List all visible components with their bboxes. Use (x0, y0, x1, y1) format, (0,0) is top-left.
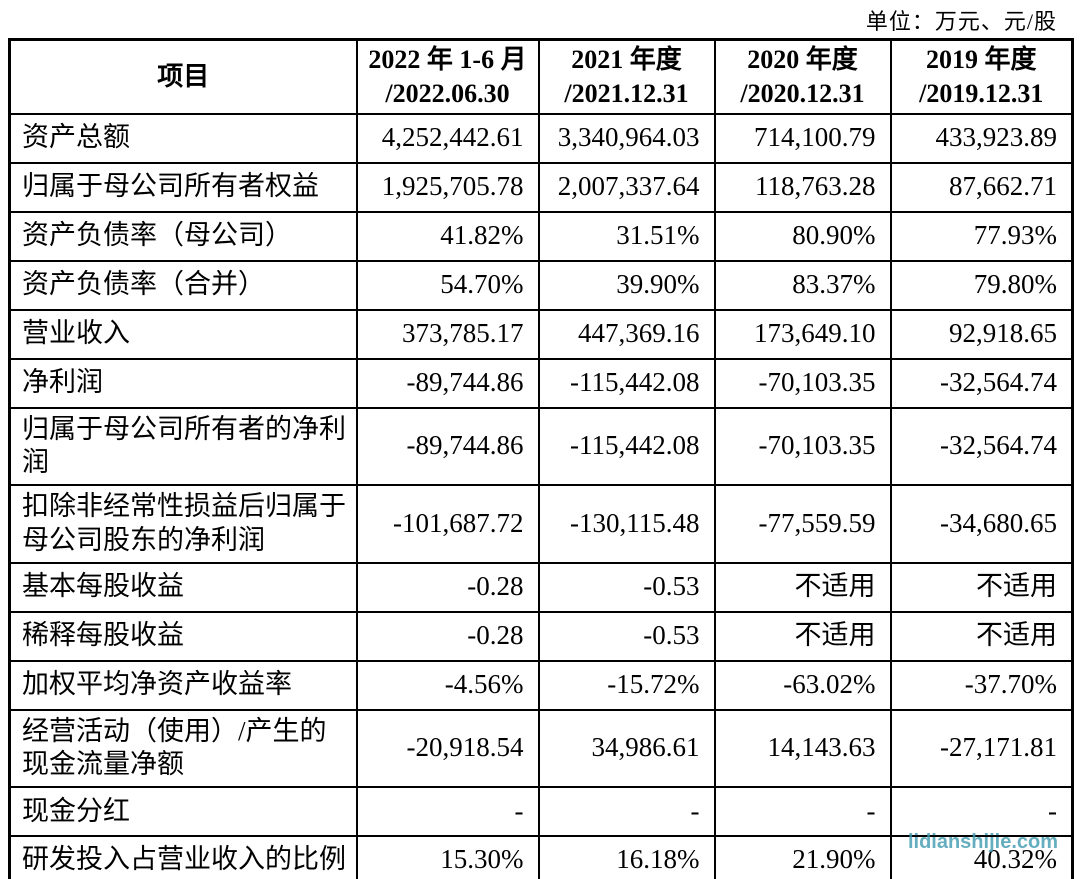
row-label: 营业收入 (8, 308, 358, 360)
table-row: 基本每股收益 -0.28 -0.53 不适用 不适用 (8, 561, 1074, 613)
cell-value: 3,340,964.03 (537, 112, 716, 164)
row-label: 现金分红 (8, 786, 358, 838)
unit-label: 单位：万元、元/股 (865, 9, 1057, 34)
row-label: 净利润 (8, 357, 358, 409)
cell-value: 92,918.65 (889, 308, 1074, 360)
cell-value: - (713, 786, 892, 838)
cell-value: - (355, 786, 540, 838)
cell-value: 433,923.89 (889, 112, 1074, 164)
row-label: 扣除非经常性损益后归属于母公司股东的净利润 (8, 484, 358, 564)
row-label: 经营活动（使用）/产生的现金流量净额 (8, 708, 358, 789)
cell-value: 714,100.79 (713, 112, 892, 164)
row-label: 基本每股收益 (8, 561, 358, 613)
cell-value: -0.28 (355, 610, 540, 662)
cell-value: -115,442.08 (537, 406, 716, 487)
cell-value: -0.28 (355, 561, 540, 613)
table-row: 归属于母公司所有者的净利润 -89,744.86 -115,442.08 -70,10… (8, 406, 1074, 487)
table-row: 扣除非经常性损益后归属于母公司股东的净利润 -101,687.72 -130,115… (8, 484, 1074, 564)
cell-value: -89,744.86 (355, 357, 540, 409)
cell-value: -115,442.08 (537, 357, 716, 409)
row-label: 资产总额 (8, 112, 358, 164)
cell-value: 118,763.28 (713, 161, 892, 213)
table-header-row: 项目 2022 年 1-6 月 /2022.06.30 2021 年度 /202… (8, 38, 1074, 115)
cell-value: 不适用 (889, 561, 1074, 613)
cell-value: -101,687.72 (355, 484, 540, 564)
table-row: 资产总额 4,252,442.61 3,340,964.03 714,100.79 43… (8, 112, 1074, 164)
row-label: 资产负债率（合并） (8, 259, 358, 311)
row-label: 加权平均净资产收益率 (8, 659, 358, 711)
cell-value: -37.70% (889, 659, 1074, 711)
cell-value: 31.51% (537, 210, 716, 262)
cell-value: 34,986.61 (537, 708, 716, 789)
cell-value: 79.80% (889, 259, 1074, 311)
table-row: 稀释每股收益 -0.28 -0.53 不适用 不适用 (8, 610, 1074, 662)
cell-value: 80.90% (713, 210, 892, 262)
financial-summary-table: 项目 2022 年 1-6 月 /2022.06.30 2021 年度 /202… (8, 38, 1074, 879)
cell-value: 1,925,705.78 (355, 161, 540, 213)
table-row: 归属于母公司所有者权益 1,925,705.78 2,007,337.64 118,7… (8, 161, 1074, 213)
row-label: 资产负债率（母公司） (8, 210, 358, 262)
cell-value: -77,559.59 (713, 484, 892, 564)
cell-value: -0.53 (537, 610, 716, 662)
cell-value: -32,564.74 (889, 406, 1074, 487)
cell-value: -15.72% (537, 659, 716, 711)
cell-value: 54.70% (355, 259, 540, 311)
table-row: 加权平均净资产收益率 -4.56% -15.72% -63.02% -37.70% (8, 659, 1074, 711)
cell-value: -27,171.81 (889, 708, 1074, 789)
cell-value: -0.53 (537, 561, 716, 613)
header-period-2022: 2022 年 1-6 月 /2022.06.30 (355, 38, 540, 115)
row-label: 稀释每股收益 (8, 610, 358, 662)
cell-value: 40.32% (889, 835, 1074, 879)
cell-value: 41.82% (355, 210, 540, 262)
cell-value: 15.30% (355, 835, 540, 879)
cell-value: 4,252,442.61 (355, 112, 540, 164)
cell-value: 不适用 (713, 561, 892, 613)
table-row: 资产负债率（母公司） 41.82% 31.51% 80.90% 77.93% (8, 210, 1074, 262)
cell-value: 39.90% (537, 259, 716, 311)
table-row: 经营活动（使用）/产生的现金流量净额 -20,918.54 34,986.61 14,… (8, 708, 1074, 789)
header-period-2021: 2021 年度 /2021.12.31 (537, 38, 716, 115)
cell-value: 77.93% (889, 210, 1074, 262)
row-label: 归属于母公司所有者的净利润 (8, 406, 358, 487)
table-row: 净利润 -89,744.86 -115,442.08 -70,103.35 -32,56… (8, 357, 1074, 409)
row-label: 归属于母公司所有者权益 (8, 161, 358, 213)
cell-value: - (889, 786, 1074, 838)
cell-value: 87,662.71 (889, 161, 1074, 213)
header-period-2019: 2019 年度 /2019.12.31 (889, 38, 1074, 115)
cell-value: -89,744.86 (355, 406, 540, 487)
table-row: 资产负债率（合并） 54.70% 39.90% 83.37% 79.80% (8, 259, 1074, 311)
cell-value: -70,103.35 (713, 357, 892, 409)
cell-value: 16.18% (537, 835, 716, 879)
table-row: 现金分红 - - - - (8, 786, 1074, 838)
table-body: 资产总额 4,252,442.61 3,340,964.03 714,100.79 43… (8, 112, 1074, 879)
cell-value: -34,680.65 (889, 484, 1074, 564)
table-row: 营业收入 373,785.17 447,369.16 173,649.10 92,918… (8, 308, 1074, 360)
cell-value: 373,785.17 (355, 308, 540, 360)
cell-value: 83.37% (713, 259, 892, 311)
cell-value: -63.02% (713, 659, 892, 711)
cell-value: 2,007,337.64 (537, 161, 716, 213)
cell-value: 173,649.10 (713, 308, 892, 360)
header-item-column: 项目 (8, 38, 358, 115)
header-period-2020: 2020 年度 /2020.12.31 (713, 38, 892, 115)
cell-value: 447,369.16 (537, 308, 716, 360)
cell-value: 不适用 (889, 610, 1074, 662)
cell-value: -20,918.54 (355, 708, 540, 789)
cell-value: - (537, 786, 716, 838)
table-row: 研发投入占营业收入的比例 15.30% 16.18% 21.90% 40.32% (8, 835, 1074, 879)
cell-value: -70,103.35 (713, 406, 892, 487)
cell-value: 21.90% (713, 835, 892, 879)
cell-value: -4.56% (355, 659, 540, 711)
cell-value: -32,564.74 (889, 357, 1074, 409)
cell-value: -130,115.48 (537, 484, 716, 564)
cell-value: 不适用 (713, 610, 892, 662)
cell-value: 14,143.63 (713, 708, 892, 789)
row-label: 研发投入占营业收入的比例 (8, 835, 358, 879)
